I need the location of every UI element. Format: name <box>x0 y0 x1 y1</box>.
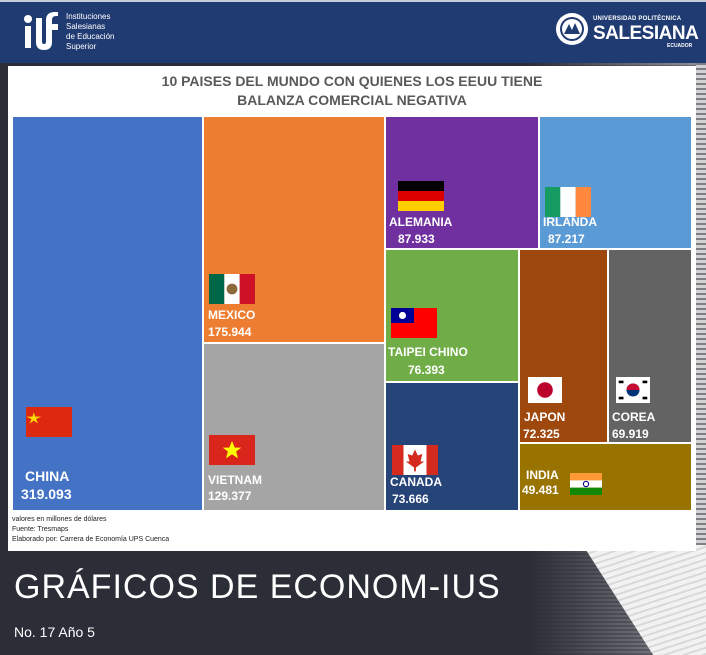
tile-value-irlanda: 87.217 <box>548 232 585 246</box>
newspaper-edge <box>696 63 706 655</box>
korea-flag-icon <box>616 377 650 403</box>
ies-line-2: Salesianas <box>66 22 106 31</box>
chart-notes: valores en millones de dólares Fuente: T… <box>12 515 169 545</box>
tile-label-japon: JAPON <box>524 410 566 424</box>
canada-flag-icon <box>392 445 438 475</box>
chart-title-line-2: BALANZA COMERCIAL NEGATIVA <box>237 92 467 108</box>
treemap-tile-china: CHINA 319.093 <box>13 117 202 510</box>
tile-label-vietnam: VIETNAM <box>208 473 262 487</box>
header-border <box>0 0 706 2</box>
treemap-tile-taipei-chino: TAIPEI CHINO 76.393 <box>386 250 518 381</box>
tile-value-alemania: 87.933 <box>398 232 435 246</box>
tile-value-corea: 69.919 <box>612 427 649 441</box>
tile-value-vietnam: 129.377 <box>208 489 252 503</box>
chart-title-line-1: 10 PAISES DEL MUNDO CON QUIENES LOS EEUU… <box>161 73 543 89</box>
ies-logo-text: Instituciones Salesianas de Educación Su… <box>66 12 126 52</box>
ies-line-1: Instituciones <box>66 12 111 21</box>
mexico-flag-icon <box>209 274 255 304</box>
tile-label-alemania: ALEMANIA <box>389 215 453 229</box>
chart-card: 10 PAISES DEL MUNDO CON QUIENES LOS EEUU… <box>8 66 696 551</box>
treemap-tile-mexico: MEXICO 175.944 <box>204 117 384 342</box>
treemap-tile-canada: CANADA 73.666 <box>386 383 518 510</box>
ireland-flag-icon <box>545 187 591 217</box>
treemap-tile-india: INDIA 49.481 <box>520 444 691 510</box>
tile-value-mexico: 175.944 <box>208 325 252 339</box>
note-units: valores en millones de dólares <box>12 516 107 523</box>
tile-label-china: CHINA <box>25 468 70 484</box>
ups-seal-icon <box>556 13 588 45</box>
treemap-tile-irlanda: IRLANDA 87.217 <box>540 117 691 248</box>
note-author: Elaborado por: Carrera de Economía UPS C… <box>12 536 170 543</box>
ies-logo-icon <box>24 12 58 50</box>
chart-title: 10 PAISES DEL MUNDO CON QUIENES LOS EEUU… <box>8 72 696 110</box>
tile-value-taipei-chino: 76.393 <box>408 363 445 377</box>
tile-value-india: 49.481 <box>522 483 559 497</box>
germany-flag-icon <box>398 181 444 211</box>
tile-value-china: 319.093 <box>21 486 72 502</box>
tile-label-taipei-chino: TAIPEI CHINO <box>388 345 468 359</box>
ups-logo: UNIVERSIDAD POLITÉCNICA SALESIANA ECUADO… <box>555 12 699 52</box>
treemap-tile-corea: COREA 69.919 <box>609 250 691 442</box>
tile-label-india: INDIA <box>526 468 559 482</box>
vietnam-flag-icon <box>209 435 255 465</box>
issue-number: No. 17 Año 5 <box>14 624 95 640</box>
china-flag-icon <box>26 407 72 437</box>
treemap-tile-alemania: ALEMANIA 87.933 <box>386 117 538 248</box>
tile-label-canada: CANADA <box>390 475 442 489</box>
ies-line-4: Superior <box>66 42 97 51</box>
taiwan-flag-icon <box>391 308 437 338</box>
treemap-tile-vietnam: VIETNAM 129.377 <box>204 344 384 510</box>
publication-title: GRÁFICOS DE ECONOM-IUS <box>14 568 501 606</box>
header-bar: Instituciones Salesianas de Educación Su… <box>0 0 706 63</box>
tile-label-mexico: MEXICO <box>208 308 256 322</box>
treemap-tile-japon: JAPON 72.325 <box>520 250 607 442</box>
ups-name-big: SALESIANA <box>593 23 699 44</box>
india-flag-icon <box>570 473 602 495</box>
note-source: Fuente: Tresmaps <box>12 526 69 533</box>
tile-label-irlanda: IRLANDA <box>543 215 597 229</box>
japan-flag-icon <box>528 377 562 403</box>
tile-value-canada: 73.666 <box>392 492 429 506</box>
ups-name-small: UNIVERSIDAD POLITÉCNICA <box>593 16 682 22</box>
ups-country: ECUADOR <box>667 43 693 49</box>
tile-value-japon: 72.325 <box>523 427 560 441</box>
ies-line-3: de Educación <box>66 32 115 41</box>
tile-label-corea: COREA <box>612 410 656 424</box>
